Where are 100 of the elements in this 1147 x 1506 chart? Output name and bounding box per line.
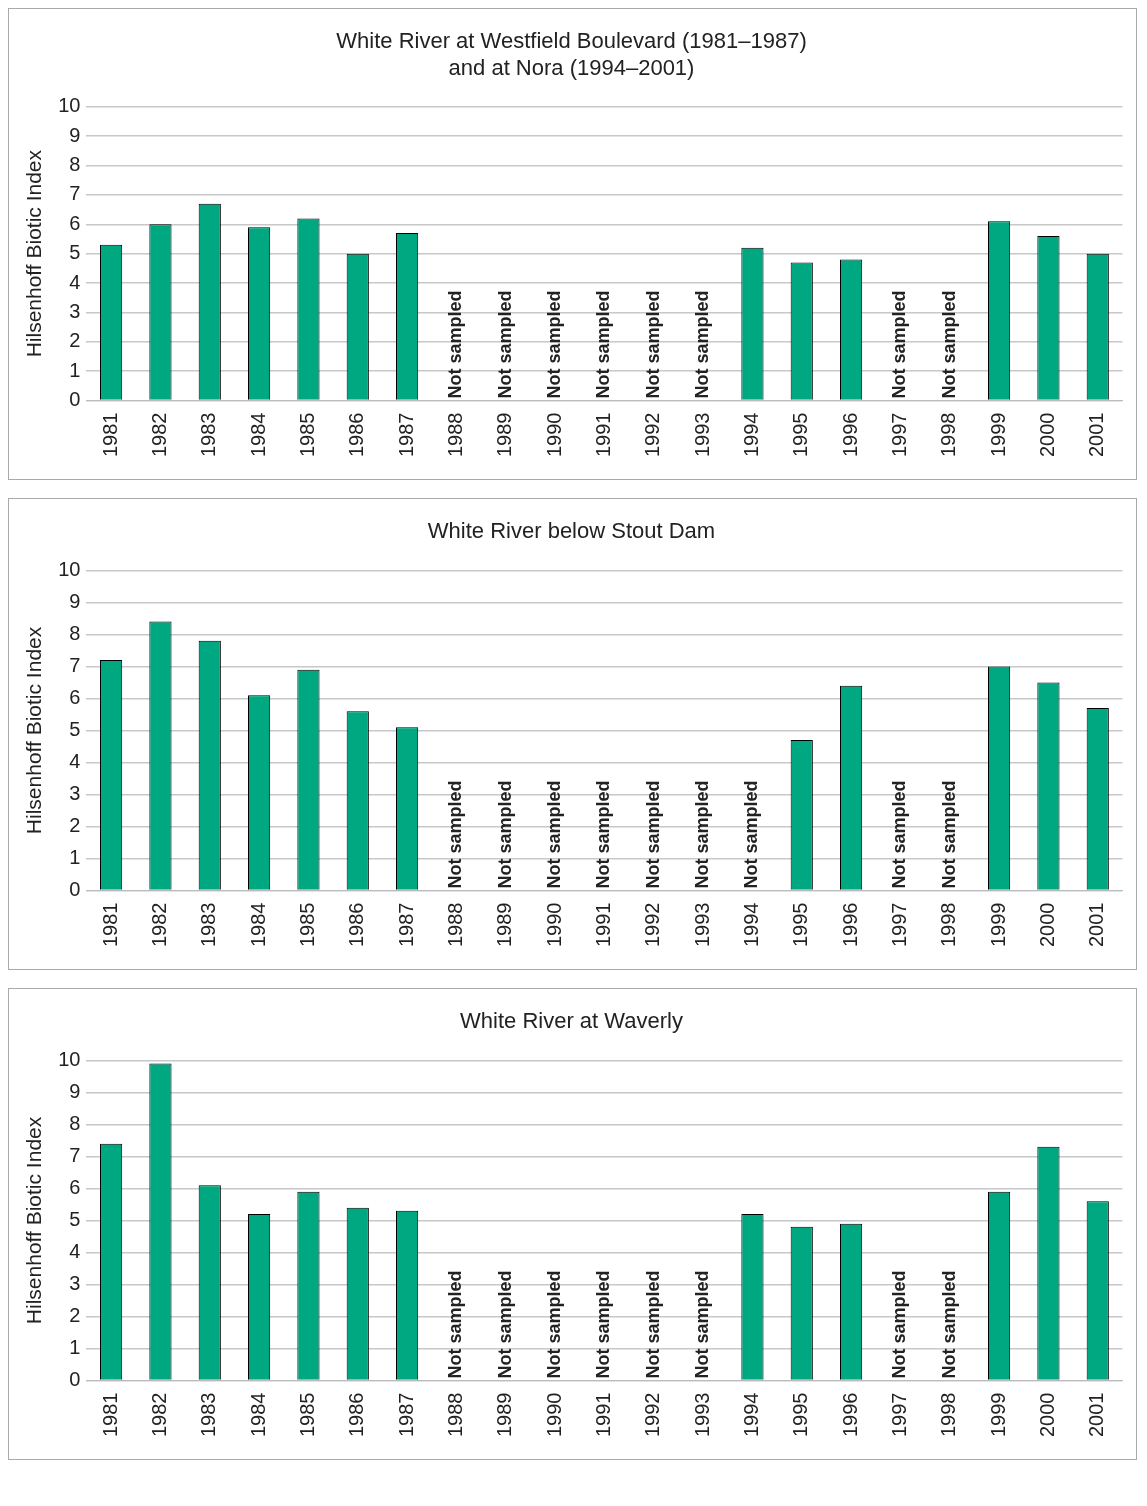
x-tick-label: 1991 — [591, 902, 614, 948]
text: Not sampled — [741, 780, 762, 889]
y-axis-title: Hilsenhoff Biotic Index — [22, 626, 46, 835]
x-tick-label: 1996 — [838, 412, 861, 458]
x-tick-label: 2000 — [1035, 412, 1058, 458]
x-tick-label: 1993 — [690, 902, 713, 948]
x-tick-label: 1995 — [789, 412, 812, 458]
x-tick-label: 1997 — [887, 902, 910, 948]
y-tick-label: 2 — [69, 814, 81, 836]
x-tick-label: 1984 — [246, 1392, 269, 1438]
y-tick-label: 1 — [69, 358, 81, 381]
chart-title: White River at Waverly — [460, 1008, 683, 1034]
x-tick-label: 1989 — [493, 412, 516, 458]
x-tick-label: 1985 — [295, 412, 318, 458]
text: Not sampled — [692, 780, 713, 889]
y-tick-label: 3 — [69, 1271, 81, 1294]
y-tick-label: 3 — [69, 781, 81, 804]
x-tick-label: 1991 — [591, 412, 614, 458]
x-tick-label: 1986 — [345, 412, 368, 458]
y-tick-label: 7 — [69, 653, 81, 676]
y-tick-label: 8 — [69, 153, 81, 176]
x-tick-label: 1981 — [98, 1392, 121, 1438]
text: Not sampled — [544, 290, 565, 399]
text: Not sampled — [445, 1270, 466, 1379]
text: Not sampled — [692, 1270, 713, 1379]
x-tick-label: 1999 — [986, 1392, 1009, 1438]
x-tick-label: 1994 — [739, 412, 762, 458]
chart-title: White River below Stout Dam — [427, 518, 716, 544]
x-tick-label: 1983 — [197, 902, 220, 948]
x-tick-label: 1986 — [345, 902, 368, 948]
y-axis-title: Hilsenhoff Biotic Index — [22, 1116, 46, 1325]
y-tick-label: 10 — [58, 557, 81, 580]
y-tick-label: 6 — [69, 1175, 81, 1198]
y-tick-label: 2 — [69, 1304, 81, 1326]
x-tick-label: 1981 — [98, 902, 121, 948]
x-tick-label: 1983 — [197, 1392, 220, 1438]
x-tick-label: 1998 — [937, 412, 960, 458]
text: Not sampled — [889, 1270, 910, 1379]
x-tick-label: 1988 — [443, 1392, 466, 1438]
x-tick-label: 1999 — [986, 412, 1009, 458]
y-tick-label: 5 — [69, 717, 81, 740]
y-tick-label: 5 — [69, 1207, 81, 1230]
x-tick-label: 1985 — [295, 1392, 318, 1438]
text: Not sampled — [642, 1270, 663, 1379]
x-tick-label: 1985 — [295, 902, 318, 948]
x-tick-label: 1996 — [838, 902, 861, 948]
text: Not sampled — [445, 290, 466, 399]
x-tick-label: 1997 — [887, 412, 910, 458]
x-tick-label: 1981 — [98, 412, 121, 458]
text: Not sampled — [593, 780, 614, 889]
text: Not sampled — [494, 780, 515, 889]
y-tick-label: 2 — [69, 329, 81, 352]
text: Not sampled — [494, 1270, 515, 1379]
x-tick-label: 1998 — [937, 1392, 960, 1438]
x-tick-label: 1996 — [838, 1392, 861, 1438]
y-tick-label: 7 — [69, 1143, 81, 1166]
y-tick-label: 9 — [69, 1079, 81, 1102]
x-tick-label: 1992 — [641, 1392, 664, 1438]
x-tick-label: 1989 — [493, 902, 516, 948]
text: Not sampled — [593, 290, 614, 399]
text: Not sampled — [938, 1270, 959, 1379]
x-tick-label: 2000 — [1035, 1392, 1058, 1438]
x-tick-label: 2001 — [1085, 902, 1108, 948]
x-tick-label: 1984 — [246, 902, 269, 948]
y-tick-label: 4 — [69, 270, 81, 293]
x-tick-label: 1994 — [739, 1392, 762, 1438]
text: Not sampled — [889, 780, 910, 889]
y-tick-label: 3 — [69, 299, 81, 322]
x-tick-label: 1990 — [542, 412, 565, 458]
x-tick-label: 1982 — [147, 1392, 170, 1438]
x-tick-label: 1998 — [937, 902, 960, 948]
text: Not sampled — [445, 780, 466, 889]
text: Not sampled — [938, 290, 959, 399]
x-tick-label: 1991 — [591, 1392, 614, 1438]
y-tick-label: 4 — [69, 749, 81, 772]
x-tick-label: 1995 — [789, 1392, 812, 1438]
y-tick-label: 8 — [69, 1111, 81, 1134]
x-tick-label: 2001 — [1085, 412, 1108, 458]
x-tick-label: 1992 — [641, 412, 664, 458]
x-tick-label: 1990 — [542, 902, 565, 948]
text: Not sampled — [938, 780, 959, 889]
text: Not sampled — [544, 1270, 565, 1379]
text: Not sampled — [642, 780, 663, 889]
y-axis-title: Hilsenhoff Biotic Index — [22, 149, 46, 358]
x-tick-label: 1984 — [246, 412, 269, 458]
y-tick-label: 0 — [69, 388, 81, 411]
y-tick-label: 8 — [69, 621, 81, 644]
x-tick-label: 1987 — [394, 412, 417, 458]
text: Not sampled — [544, 780, 565, 889]
y-tick-label: 0 — [69, 1368, 81, 1391]
y-tick-label: 10 — [58, 94, 81, 117]
text: Not sampled — [642, 290, 663, 399]
text: Not sampled — [593, 1270, 614, 1379]
x-tick-label: 1988 — [443, 412, 466, 458]
y-tick-label: 1 — [69, 1336, 81, 1359]
x-tick-label: 1986 — [345, 1392, 368, 1438]
x-tick-label: 2000 — [1035, 902, 1058, 948]
x-tick-label: 1989 — [493, 1392, 516, 1438]
y-tick-label: 0 — [69, 878, 81, 901]
x-tick-label: 1983 — [197, 412, 220, 458]
